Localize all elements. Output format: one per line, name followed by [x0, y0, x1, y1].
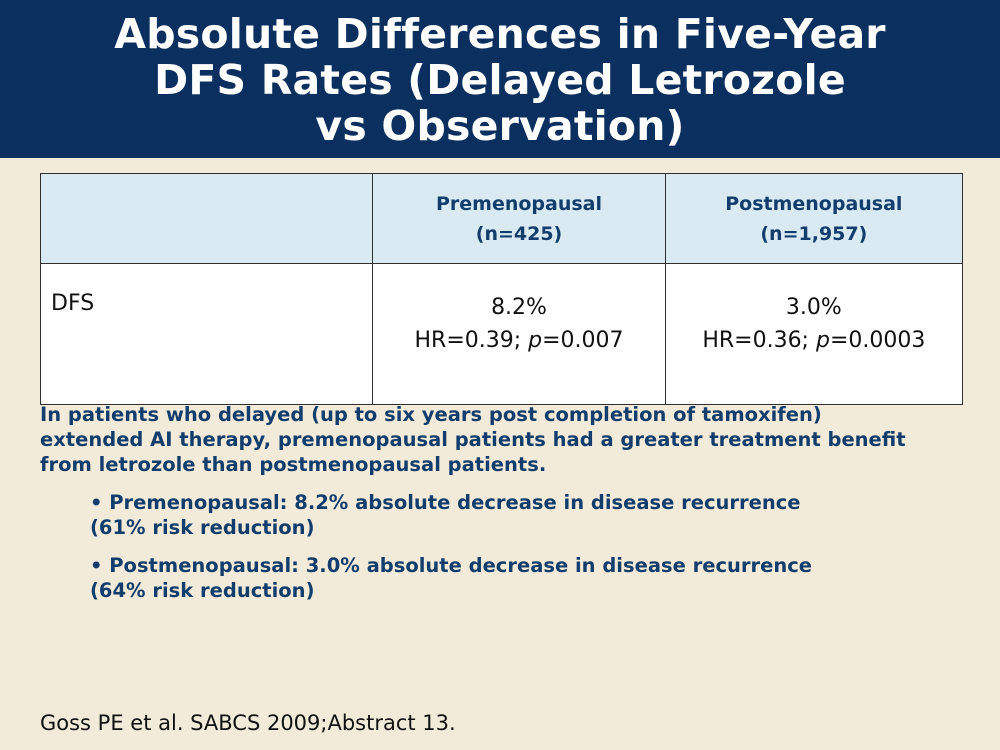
slide-title-line-1: Absolute Differences in Five-Year [114, 10, 886, 58]
summary-line-3: from letrozole than postmenopausal patie… [40, 453, 547, 476]
postmenopausal-finding: • Postmenopausal: 3.0% absolute decrease… [90, 553, 950, 603]
dfs-results-table: Premenopausal (n=425) Postmenopausal (n=… [39, 173, 964, 405]
slide-title-line-3: vs Observation) [315, 102, 685, 150]
table-header: Premenopausal (n=425) Postmenopausal (n=… [39, 173, 964, 264]
source-citation: Goss PE et al. SABCS 2009;Abstract 13. [40, 711, 456, 735]
summary-paragraph: In patients who delayed (up to six years… [40, 402, 970, 477]
premenopausal-dfs-cell: 8.2% HR=0.39; p=0.007 [372, 263, 666, 405]
premenopausal-p-value: =0.007 [542, 328, 624, 353]
premenopausal-finding-line-2: (61% risk reduction) [90, 516, 315, 539]
slide-title: Absolute Differences in Five-Year DFS Ra… [0, 11, 1000, 149]
premenopausal-finding-line-1: • Premenopausal: 8.2% absolute decrease … [90, 491, 801, 514]
postmenopausal-finding-line-2: (64% risk reduction) [90, 579, 315, 602]
findings-list: • Premenopausal: 8.2% absolute decrease … [90, 490, 950, 616]
premenopausal-sample-size: (n=425) [475, 222, 563, 245]
postmenopausal-p-symbol: p [815, 328, 830, 353]
table-body: DFS 8.2% HR=0.39; p=0.007 3.0% HR=0.36; … [39, 263, 964, 405]
summary-line-2: extended AI therapy, premenopausal patie… [40, 428, 906, 451]
premenopausal-p-symbol: p [528, 328, 543, 353]
postmenopausal-statistics: HR=0.36; p=0.0003 [666, 324, 962, 357]
premenopausal-header: Premenopausal (n=425) [372, 173, 666, 264]
slide-title-line-2: DFS Rates (Delayed Letrozole [154, 56, 846, 104]
premenopausal-header-label: Premenopausal [435, 192, 603, 215]
postmenopausal-dfs-cell: 3.0% HR=0.36; p=0.0003 [664, 263, 964, 405]
table-row-dfs: DFS 8.2% HR=0.39; p=0.007 3.0% HR=0.36; … [39, 263, 964, 405]
postmenopausal-finding-line-1: • Postmenopausal: 3.0% absolute decrease… [90, 554, 813, 577]
title-banner: Absolute Differences in Five-Year DFS Ra… [0, 0, 1000, 158]
postmenopausal-sample-size: (n=1,957) [760, 222, 868, 245]
premenopausal-absolute-difference: 8.2% [491, 295, 547, 320]
postmenopausal-absolute-difference: 3.0% [785, 295, 842, 320]
premenopausal-statistics: HR=0.39; p=0.007 [373, 324, 664, 357]
premenopausal-hazard-ratio: HR=0.39; [414, 328, 529, 353]
premenopausal-finding: • Premenopausal: 8.2% absolute decrease … [90, 490, 950, 540]
table-header-row: Premenopausal (n=425) Postmenopausal (n=… [39, 173, 964, 264]
dfs-row-label: DFS [39, 263, 374, 405]
postmenopausal-p-value: =0.0003 [829, 328, 926, 353]
summary-line-1: In patients who delayed (up to six years… [40, 403, 822, 426]
postmenopausal-header: Postmenopausal (n=1,957) [664, 173, 964, 264]
postmenopausal-header-label: Postmenopausal [725, 192, 903, 215]
empty-header-cell [39, 173, 374, 264]
postmenopausal-hazard-ratio: HR=0.36; [702, 328, 816, 353]
